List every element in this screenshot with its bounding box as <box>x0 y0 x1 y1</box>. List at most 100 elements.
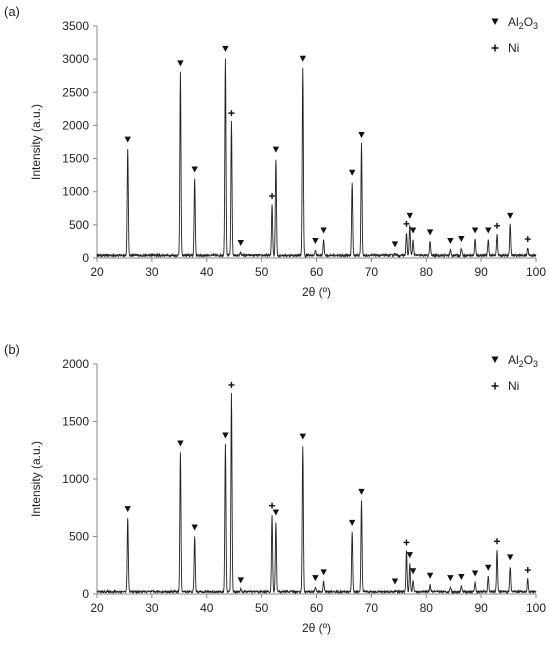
peak-marker-ni <box>524 567 531 574</box>
x-tick-label: 100 <box>526 265 546 279</box>
peak-marker-al2o3 <box>507 212 514 219</box>
y-tick-label: 0 <box>82 251 89 265</box>
x-tick-label: 70 <box>365 265 379 279</box>
legend-label-al2o3: Al2O3 <box>508 15 538 31</box>
panel-label: (b) <box>4 342 20 357</box>
y-tick-label: 1000 <box>62 185 89 199</box>
peak-marker-ni <box>403 539 410 546</box>
peak-marker-al2o3 <box>391 578 399 585</box>
peak-marker-al2o3 <box>507 554 514 561</box>
y-tick-label: 2000 <box>62 118 89 132</box>
y-tick-label: 0 <box>82 587 89 601</box>
peak-marker-al2o3 <box>485 227 492 234</box>
peak-marker-al2o3 <box>312 238 319 245</box>
peak-marker-al2o3 <box>320 569 327 576</box>
peak-marker-al2o3 <box>177 60 184 67</box>
x-tick-label: 80 <box>420 601 434 615</box>
x-tick-label: 100 <box>526 601 546 615</box>
peak-marker-ni <box>269 192 276 199</box>
peak-marker-al2o3 <box>222 45 229 52</box>
x-tick-label: 50 <box>255 601 269 615</box>
peak-marker-al2o3 <box>406 212 413 219</box>
legend-marker-ni <box>491 44 499 52</box>
peak-marker-ni <box>228 110 235 117</box>
x-tick-label: 70 <box>365 601 379 615</box>
peak-marker-al2o3 <box>471 570 479 577</box>
peak-marker-al2o3 <box>272 509 280 516</box>
peak-marker-al2o3 <box>237 577 244 584</box>
peak-marker-ni <box>494 222 501 229</box>
xrd-pattern-line <box>96 58 537 259</box>
x-tick-label: 20 <box>90 601 104 615</box>
peak-marker-al2o3 <box>191 524 198 531</box>
peak-marker-ni <box>228 381 235 388</box>
peak-marker-al2o3 <box>348 169 356 176</box>
peak-marker-al2o3 <box>222 432 229 439</box>
legend: Al2O3 Ni <box>491 353 538 393</box>
peak-marker-al2o3 <box>358 131 365 138</box>
y-tick-label: 1500 <box>62 415 89 429</box>
y-tick-label: 500 <box>69 218 89 232</box>
x-tick-label: 60 <box>310 265 324 279</box>
peak-marker-al2o3 <box>358 488 365 495</box>
y-tick-label: 2000 <box>62 357 89 371</box>
y-tick-label: 2500 <box>62 85 89 99</box>
y-axis-label: Intensity (a.u.) <box>29 104 43 180</box>
peak-marker-ni <box>524 236 531 243</box>
legend: Al2O3 Ni <box>491 15 538 55</box>
peak-marker-al2o3 <box>299 433 306 440</box>
x-axis-label: 2θ (º) <box>302 621 331 635</box>
peak-marker-al2o3 <box>299 55 306 62</box>
y-tick-label: 3000 <box>62 52 89 66</box>
peak-marker-al2o3 <box>237 240 244 247</box>
legend-label-ni: Ni <box>508 41 519 55</box>
peak-marker-al2o3 <box>409 568 417 575</box>
x-tick-label: 20 <box>90 265 104 279</box>
peak-marker-al2o3 <box>406 552 413 559</box>
peak-marker-al2o3 <box>312 575 319 582</box>
peak-marker-al2o3 <box>409 227 417 234</box>
x-tick-label: 80 <box>420 265 434 279</box>
peak-marker-al2o3 <box>426 229 434 236</box>
panel-label: (a) <box>4 4 20 19</box>
peak-marker-ni <box>403 220 410 227</box>
legend-marker-al2o3 <box>491 356 499 363</box>
legend-marker-al2o3 <box>491 18 499 25</box>
x-tick-label: 90 <box>474 601 488 615</box>
peak-marker-al2o3 <box>272 146 280 153</box>
y-tick-label: 1000 <box>62 472 89 486</box>
peak-marker-al2o3 <box>191 166 198 173</box>
peak-marker-ni <box>494 538 501 545</box>
y-axis-label: Intensity (a.u.) <box>29 441 43 517</box>
legend-label-al2o3: Al2O3 <box>508 353 538 369</box>
peak-marker-al2o3 <box>458 236 465 243</box>
x-axis-label: 2θ (º) <box>302 285 331 299</box>
peak-marker-al2o3 <box>177 440 184 447</box>
xrd-pattern-line <box>96 393 537 595</box>
y-tick-label: 3500 <box>62 19 89 33</box>
peak-marker-al2o3 <box>391 241 399 248</box>
xrd-panel-a: (a) 0 500 1000 1500 2000 2500 3000 3500 20 30 40 50 6… <box>4 4 546 299</box>
x-tick-label: 30 <box>145 265 159 279</box>
xrd-panel-b: (b) 0 500 1000 1500 2000 20 30 40 50 60 70 80 90 100 2θ… <box>4 342 546 635</box>
peak-marker-al2o3 <box>471 227 479 234</box>
peak-marker-al2o3 <box>320 227 327 234</box>
x-tick-label: 40 <box>200 601 214 615</box>
legend-marker-ni <box>491 382 499 390</box>
x-tick-label: 90 <box>474 265 488 279</box>
peak-marker-al2o3 <box>348 519 356 526</box>
peak-marker-al2o3 <box>458 573 465 580</box>
peak-marker-al2o3 <box>124 136 131 143</box>
peak-marker-al2o3 <box>447 575 454 582</box>
legend-label-ni: Ni <box>508 379 519 393</box>
peak-marker-ni <box>269 502 276 509</box>
x-tick-label: 50 <box>255 265 269 279</box>
peak-marker-al2o3 <box>485 564 492 571</box>
x-tick-label: 60 <box>310 601 324 615</box>
peak-marker-al2o3 <box>124 506 131 513</box>
y-tick-label: 1500 <box>62 152 89 166</box>
peak-marker-al2o3 <box>447 238 454 245</box>
x-tick-label: 40 <box>200 265 214 279</box>
y-tick-label: 500 <box>69 530 89 544</box>
